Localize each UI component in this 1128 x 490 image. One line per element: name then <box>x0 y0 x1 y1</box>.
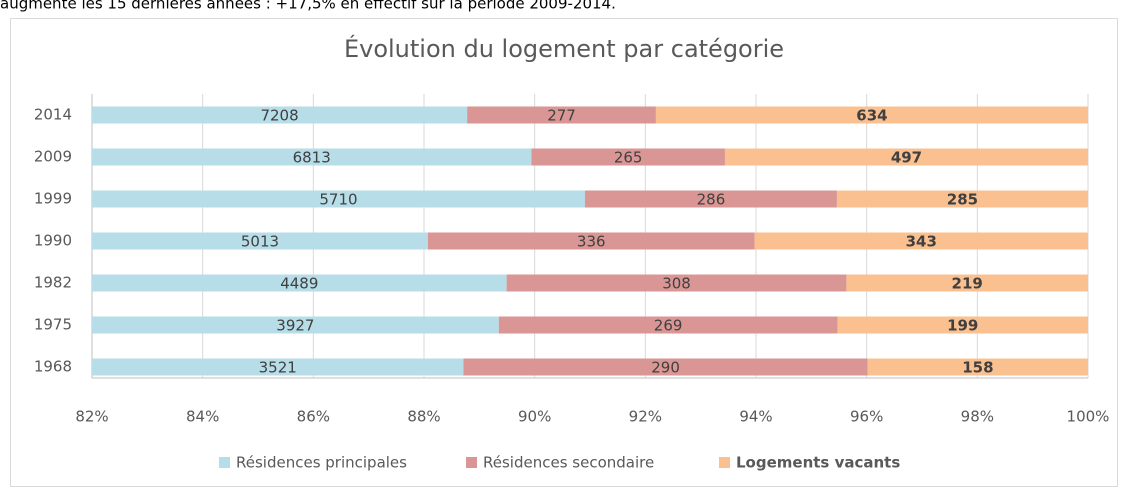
data-label: 5013 <box>241 233 279 251</box>
chart-title: Évolution du logement par catégorie <box>344 34 784 63</box>
y-tick-label: 1982 <box>34 274 72 292</box>
bar-segment <box>655 106 1088 124</box>
bar-segment <box>837 316 1088 334</box>
legend-swatch <box>219 457 230 468</box>
data-label: 277 <box>547 107 576 125</box>
bar-segment <box>92 358 464 376</box>
y-tick-label: 1968 <box>34 358 72 376</box>
bar-segment <box>427 232 755 250</box>
bar-segment <box>754 232 1088 250</box>
data-label: 343 <box>906 233 937 251</box>
intro-text: augmente les 15 dernières années : +17,5… <box>0 0 616 13</box>
data-label: 199 <box>947 317 978 335</box>
data-label: 308 <box>662 275 691 293</box>
data-label: 286 <box>697 191 726 209</box>
x-tick-label: 96% <box>850 408 883 426</box>
data-label: 6813 <box>293 149 331 167</box>
y-tick-label: 1990 <box>34 232 72 250</box>
x-tick-label: 98% <box>961 408 994 426</box>
x-tick-label: 90% <box>518 408 551 426</box>
data-label: 265 <box>614 149 643 167</box>
x-tick-label: 92% <box>629 408 662 426</box>
bar-segment <box>724 148 1088 166</box>
x-tick-label: 88% <box>407 408 440 426</box>
data-label: 158 <box>962 359 993 377</box>
x-tick-label: 86% <box>297 408 330 426</box>
bar-segment <box>463 358 868 376</box>
data-label: 336 <box>577 233 606 251</box>
bar-segment <box>531 148 725 166</box>
bar-segment <box>846 274 1088 292</box>
data-label: 290 <box>651 359 680 377</box>
legend-swatch <box>719 457 730 468</box>
bar-segment <box>92 274 507 292</box>
y-tick-label: 2014 <box>34 106 72 124</box>
bar-segment <box>92 232 428 250</box>
data-label: 269 <box>654 317 683 335</box>
legend-label: Résidences secondaire <box>483 454 654 472</box>
data-label: 497 <box>891 149 922 167</box>
data-label: 634 <box>856 107 887 125</box>
data-label: 4489 <box>280 275 318 293</box>
data-label: 285 <box>947 191 978 209</box>
data-label: 5710 <box>319 191 357 209</box>
bar-segment <box>836 190 1088 208</box>
y-tick-label: 1975 <box>34 316 72 334</box>
bar-segment <box>92 148 532 166</box>
bar-segment <box>467 106 656 124</box>
x-tick-label: 100% <box>1067 408 1110 426</box>
bar-segment <box>92 316 499 334</box>
legend-swatch <box>466 457 477 468</box>
legend-label: Logements vacants <box>736 454 900 472</box>
bar-segment <box>92 190 585 208</box>
data-label: 3521 <box>259 359 297 377</box>
y-tick-label: 2009 <box>34 148 72 166</box>
y-tick-label: 1999 <box>34 190 72 208</box>
x-tick-label: 84% <box>186 408 219 426</box>
bar-segment <box>584 190 837 208</box>
bar-segment <box>506 274 847 292</box>
bar-segment <box>498 316 838 334</box>
data-label: 219 <box>952 275 983 293</box>
bar-segment <box>92 106 468 124</box>
x-tick-label: 94% <box>739 408 772 426</box>
legend-label: Résidences principales <box>236 454 407 472</box>
data-label: 3927 <box>276 317 314 335</box>
chart-frame <box>10 18 1118 487</box>
data-label: 7208 <box>260 107 298 125</box>
bar-segment <box>867 358 1088 376</box>
x-tick-label: 82% <box>75 408 108 426</box>
